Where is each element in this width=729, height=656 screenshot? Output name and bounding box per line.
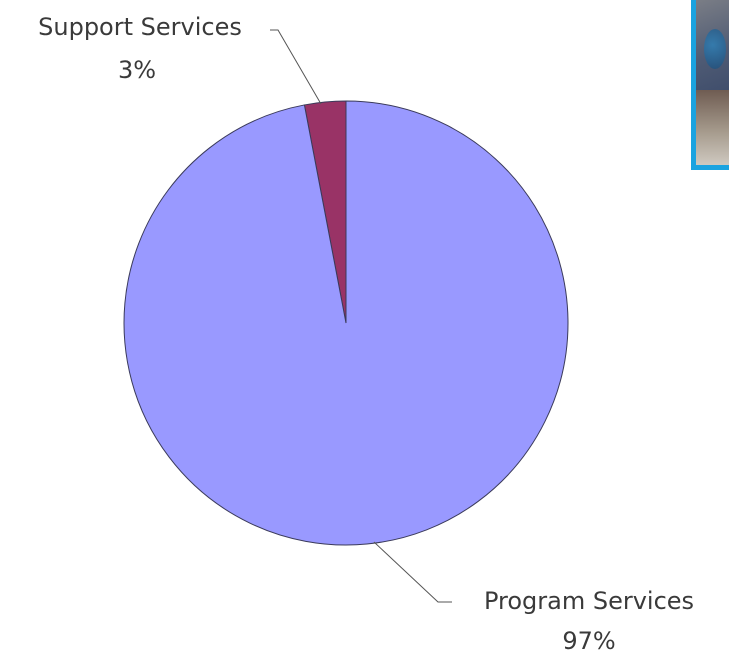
leader-lines — [270, 29, 452, 603]
label-support-services: Support Services — [38, 13, 242, 41]
label-support-services-percent: 3% — [118, 56, 156, 84]
label-program-services-percent: 97% — [562, 627, 615, 655]
label-program-services: Program Services — [484, 587, 694, 615]
pie-slices — [123, 100, 569, 546]
leader-line-program-services — [373, 541, 452, 603]
leader-line-support-services — [270, 29, 322, 105]
pie-slice-program-services — [123, 100, 569, 546]
photo-thumbnail — [691, 0, 729, 170]
